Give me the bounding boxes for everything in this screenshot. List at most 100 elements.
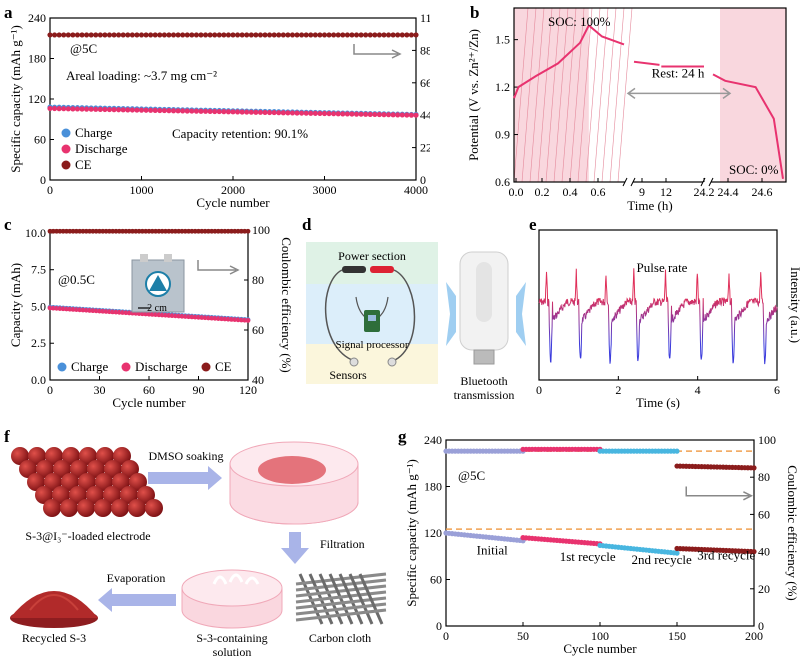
y2-tick-label: 20 [758, 582, 770, 596]
ce-point [159, 228, 165, 234]
discharge-point [358, 111, 364, 117]
ce-point [64, 228, 69, 234]
solution-label-1: S-3-containing [196, 631, 267, 645]
hatch-line [569, 7, 585, 183]
y-tick-label: 240 [28, 11, 46, 25]
legend-marker [61, 160, 71, 170]
y-tick-label: 5.0 [31, 299, 46, 313]
discharge-point [106, 106, 113, 113]
discharge-point [372, 111, 378, 118]
legend-marker [121, 362, 131, 372]
hatch-line [561, 7, 577, 183]
electrode-sphere [53, 460, 71, 478]
y2-tick-label: 60 [758, 507, 770, 521]
discharge-point [262, 109, 268, 116]
ce-point [146, 228, 152, 234]
mesh-fiber [348, 573, 374, 625]
discharge-point [289, 110, 296, 116]
x-tick-label: 6 [774, 383, 780, 397]
x-tick-label: 200 [745, 629, 763, 643]
pouch-tab-right [164, 254, 172, 262]
x-tick-label: 0 [443, 629, 449, 643]
y-tick-label: 180 [424, 480, 442, 494]
y2-tick-label: 22 [420, 141, 430, 155]
legend-marker [201, 362, 211, 372]
discharge-point [230, 109, 236, 115]
hatch-line [585, 7, 601, 183]
x-axis-label: Cycle number [563, 641, 637, 656]
mesh-fiber [295, 578, 387, 592]
discharge-point [303, 110, 309, 116]
legend-marker [57, 362, 67, 372]
electrode-sphere [121, 460, 139, 478]
powder-highlight [29, 594, 79, 611]
ce-point [235, 228, 241, 234]
ce-point [106, 32, 113, 38]
electrode-sphere [104, 460, 122, 478]
plot-frame [538, 229, 778, 381]
electrode-sphere [62, 447, 80, 465]
power-band [306, 242, 438, 284]
discharge-point [399, 112, 405, 118]
discharge-point [413, 112, 419, 118]
discharge-point [88, 106, 94, 112]
ce-point [87, 228, 92, 234]
ce-point [153, 228, 159, 234]
ce-point [47, 228, 53, 234]
electrode-sphere [44, 473, 62, 491]
ce-point [202, 228, 208, 234]
legend-marker [61, 128, 71, 138]
x-tick-label: 1000 [130, 183, 154, 197]
pouch-tab-left [140, 254, 148, 262]
ce-point [335, 32, 341, 38]
ce-point [93, 32, 99, 38]
ce-point [70, 32, 76, 38]
x-axis-label: Time (s) [636, 395, 680, 410]
ce-point [385, 32, 392, 38]
discharge-point [244, 109, 250, 115]
hatch-line [537, 7, 553, 183]
legend-label: Discharge [75, 141, 128, 156]
ce-point [148, 32, 154, 38]
x-tick-label: 0.2 [535, 185, 550, 199]
ce-point [196, 228, 201, 234]
discharge-point [257, 109, 264, 115]
discharge-point [61, 106, 67, 112]
bluetooth-label-1: Bluetooth [460, 374, 507, 388]
ce-point [90, 228, 96, 234]
x-tick-label: 2 [615, 383, 621, 397]
mesh-fiber [295, 584, 387, 598]
electrode-sphere [129, 473, 147, 491]
discharge-point [193, 108, 199, 114]
discharge-point [111, 107, 117, 113]
discharge-point [56, 106, 62, 112]
cable-loop [324, 269, 416, 363]
discharge-point [253, 109, 259, 115]
y2-tick-label: 100 [252, 223, 270, 237]
ce-point [180, 32, 186, 38]
discharge-point [317, 110, 323, 117]
electrode-sphere [87, 460, 105, 478]
evaporation-label: Evaporation [107, 571, 166, 585]
discharge-point [245, 318, 251, 323]
discharge-point [161, 107, 167, 114]
scale-label: 2 cm [147, 303, 167, 314]
sensor-right [387, 357, 397, 367]
ce-point [152, 32, 158, 38]
mesh-fiber [295, 590, 387, 604]
ce-axis-arrowhead [743, 491, 754, 501]
discharge-point [390, 112, 396, 118]
ce-point [161, 32, 167, 38]
electrode-label: S-3@I₃⁻-loaded electrode [25, 529, 150, 543]
electrode-sphere [111, 499, 129, 517]
discharge-point [152, 107, 158, 113]
ce-point [199, 228, 205, 234]
x-tick-label: 24.2 [694, 185, 715, 199]
electrode-sphere [77, 499, 95, 517]
x-tick-label: 0 [47, 183, 53, 197]
ce-point [97, 32, 103, 38]
electrode-sphere [35, 486, 53, 504]
discharge-point [381, 112, 387, 118]
discharge-point [276, 110, 282, 116]
ce-point [221, 32, 227, 38]
